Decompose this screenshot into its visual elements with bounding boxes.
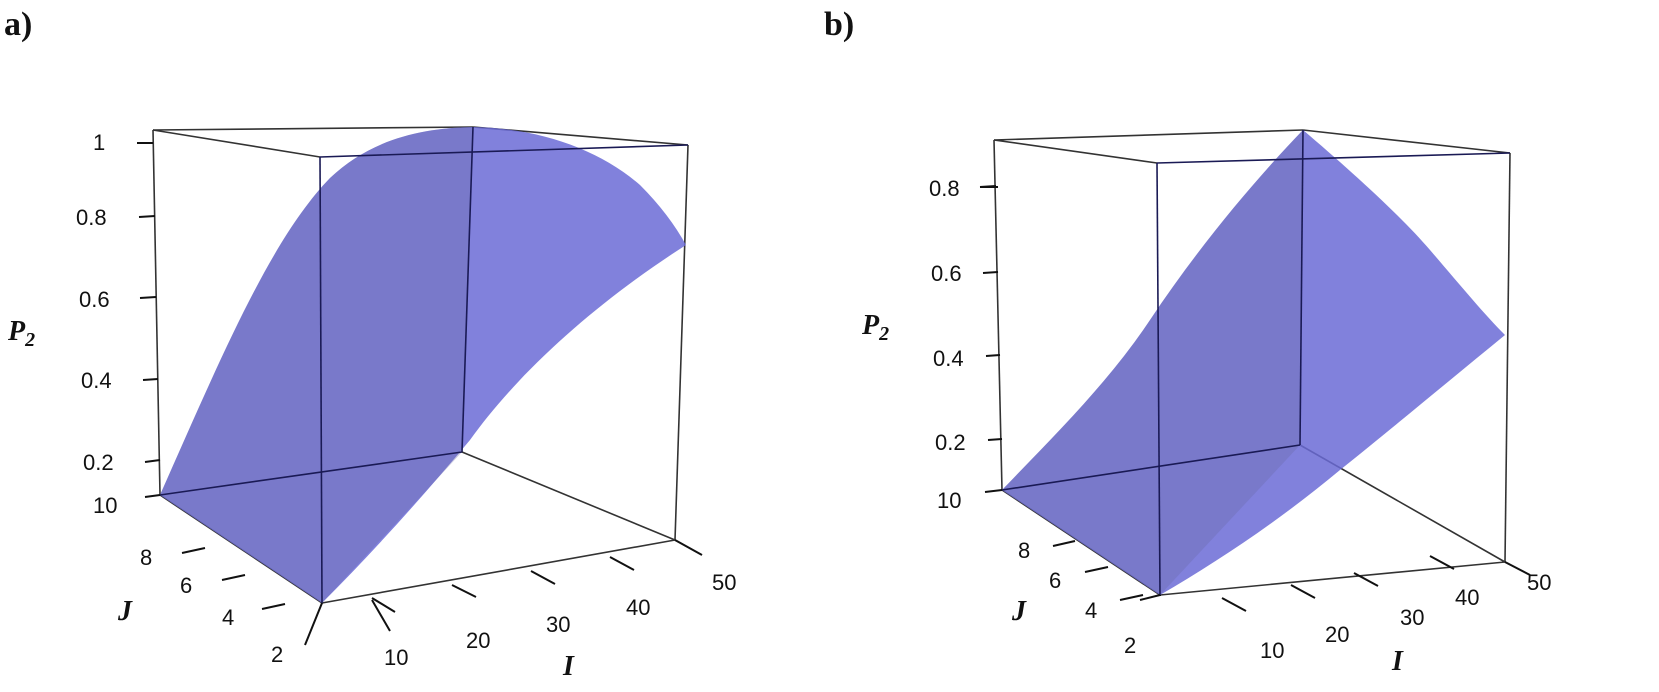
j-tick-a-10: 10	[93, 493, 117, 518]
i-tick-a-10: 10	[384, 645, 408, 670]
j-tick-a-8: 8	[140, 545, 152, 570]
z-tick-b-0.8: 0.8	[929, 176, 960, 201]
z-axis-title-b: P2	[861, 310, 889, 345]
plot-b: 0.8 0.6 0.4 0.2 P2 10 8 6 4 2 J 10 20 30…	[861, 129, 1551, 677]
i-tick-b-20: 20	[1325, 622, 1349, 647]
surface-a	[160, 127, 686, 603]
i-tick-b-10: 10	[1260, 638, 1284, 663]
j-tick-b-4: 4	[1085, 598, 1097, 623]
plot-a: 1 0.8 0.6 0.4 0.2 P2 10 8 6 4 2 J 10 20 …	[7, 126, 736, 682]
panel-a-label: a)	[4, 6, 33, 43]
z-tick-a-1: 1	[93, 130, 105, 155]
i-tick-a-50: 50	[712, 570, 736, 595]
i-axis-title-a: I	[562, 651, 575, 682]
z-tick-a-0.4: 0.4	[81, 368, 112, 393]
i-tick-a-20: 20	[466, 628, 490, 653]
i-tick-a-30: 30	[546, 612, 570, 637]
z-tick-a-0.8: 0.8	[76, 205, 107, 230]
z-tick-b-0.2: 0.2	[935, 430, 966, 455]
i-tick-a-40: 40	[626, 595, 650, 620]
z-tick-a-0.2: 0.2	[83, 450, 114, 475]
j-tick-a-2: 2	[271, 642, 283, 667]
j-tick-b-10: 10	[937, 488, 961, 513]
z-axis-title-a: P2	[7, 316, 35, 351]
j-tick-b-2: 2	[1124, 633, 1136, 658]
z-tick-a-0.6: 0.6	[79, 287, 110, 312]
i-tick-b-50: 50	[1527, 570, 1551, 595]
j-tick-a-4: 4	[222, 605, 234, 630]
surface-b	[1002, 130, 1505, 595]
i-tick-b-30: 30	[1400, 605, 1424, 630]
j-tick-b-8: 8	[1018, 538, 1030, 563]
j-axis-title-b: J	[1011, 596, 1027, 627]
j-axis-title-a: J	[117, 596, 133, 627]
z-tick-b-0.4: 0.4	[933, 346, 964, 371]
panel-b-label: b)	[824, 6, 855, 43]
i-axis-title-b: I	[1391, 646, 1404, 677]
j-tick-b-6: 6	[1049, 568, 1061, 593]
j-tick-a-6: 6	[180, 573, 192, 598]
i-tick-b-40: 40	[1455, 585, 1479, 610]
z-tick-b-0.6: 0.6	[931, 261, 962, 286]
